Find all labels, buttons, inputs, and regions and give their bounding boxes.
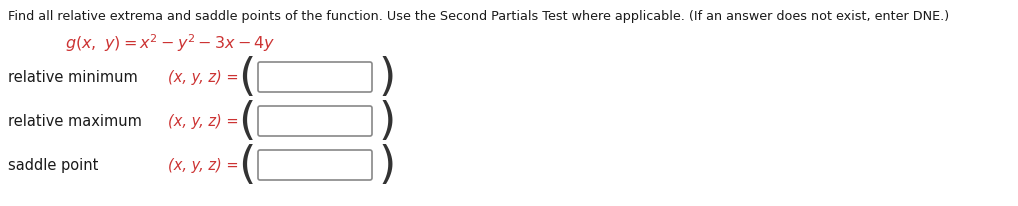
Text: (x, y, z) =: (x, y, z) =: [168, 158, 238, 173]
FancyBboxPatch shape: [258, 107, 372, 136]
Text: (x, y, z) =: (x, y, z) =: [168, 70, 238, 85]
Text: ): ): [378, 144, 395, 187]
Text: saddle point: saddle point: [8, 158, 99, 173]
Text: (: (: [238, 100, 256, 143]
FancyBboxPatch shape: [258, 150, 372, 180]
Text: (: (: [238, 56, 256, 99]
Text: (x, y, z) =: (x, y, z) =: [168, 114, 238, 129]
FancyBboxPatch shape: [258, 63, 372, 92]
Text: ): ): [378, 56, 395, 99]
Text: relative minimum: relative minimum: [8, 70, 137, 85]
Text: relative maximum: relative maximum: [8, 114, 142, 129]
Text: Find all relative extrema and saddle points of the function. Use the Second Part: Find all relative extrema and saddle poi…: [8, 10, 949, 23]
Text: (: (: [238, 144, 256, 187]
Text: ): ): [378, 100, 395, 143]
Text: $g(x,\ y) = x^2 - y^2 - 3x - 4y$: $g(x,\ y) = x^2 - y^2 - 3x - 4y$: [65, 32, 276, 53]
